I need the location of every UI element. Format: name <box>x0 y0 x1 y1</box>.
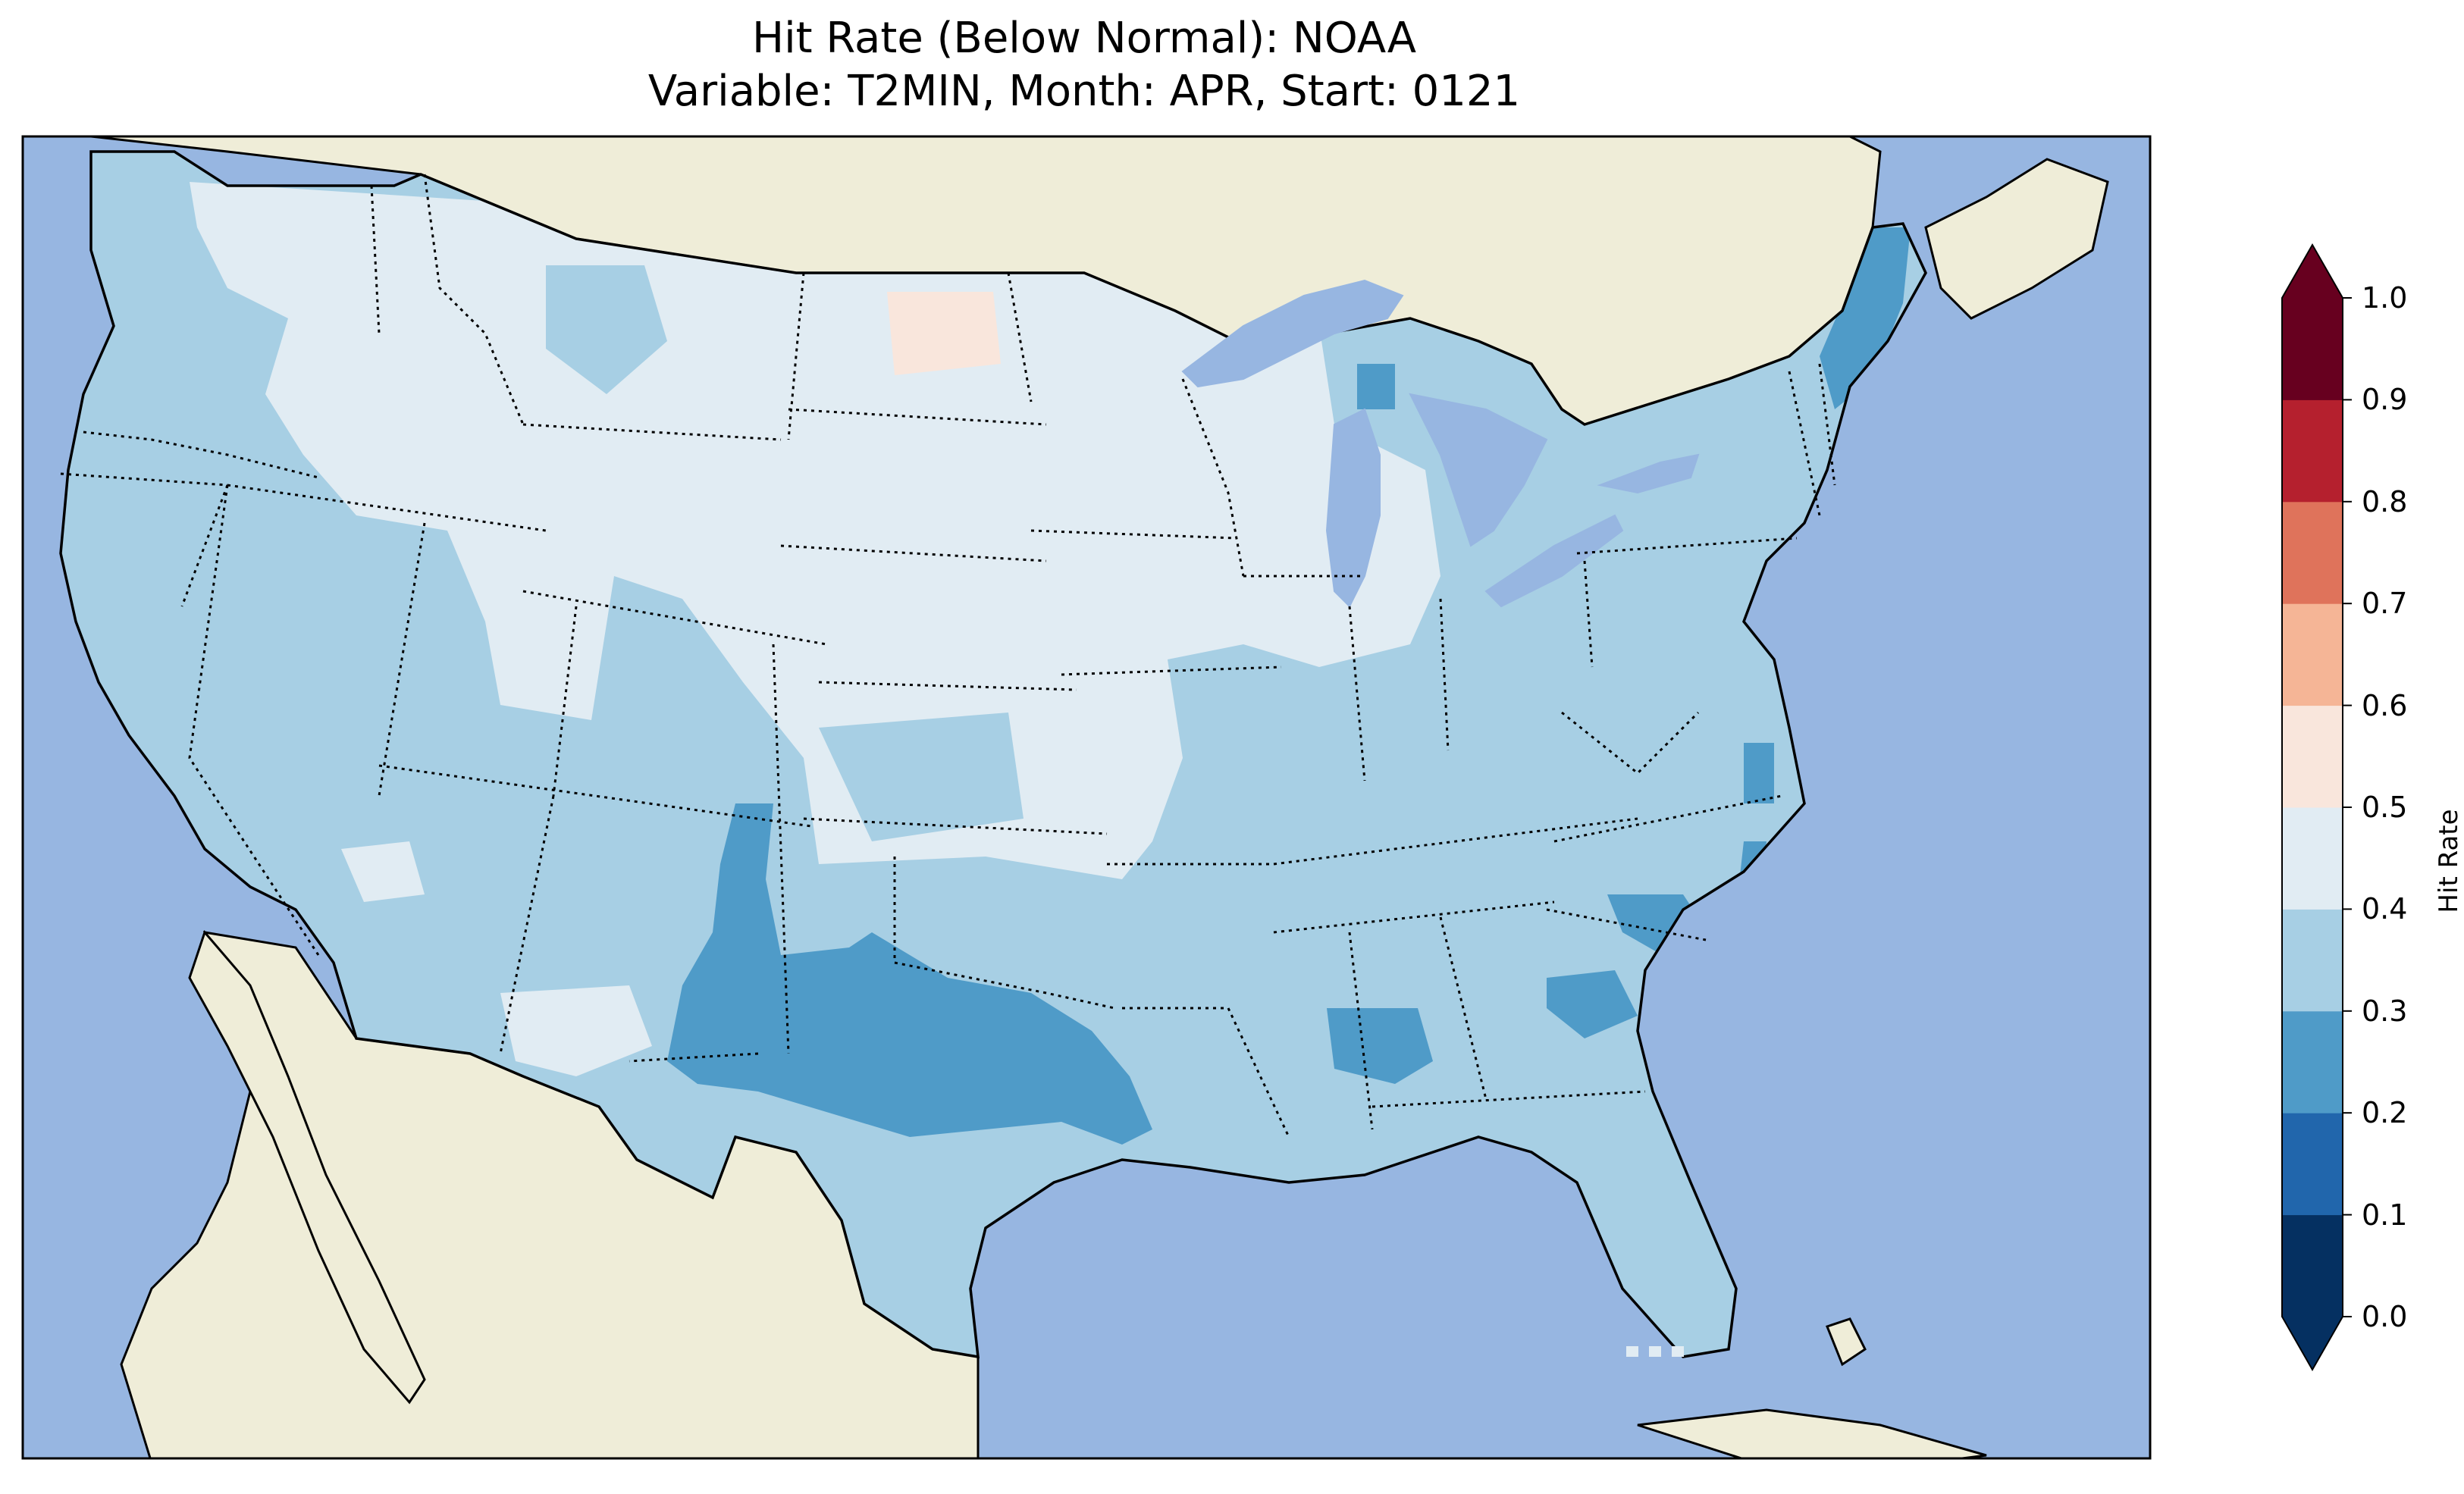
colorbar <box>2281 243 2352 1372</box>
border-or-nv <box>180 484 229 607</box>
cuba-land <box>1637 1408 1987 1458</box>
maritime-land <box>1924 158 2109 320</box>
colorbar-bin <box>2282 501 2343 604</box>
colorbar-bin <box>2282 1214 2343 1317</box>
bahamas-island <box>1826 1317 1867 1367</box>
border-ok-tx <box>893 857 1115 1010</box>
border-vt-nh <box>1818 363 1836 486</box>
border-co-nm <box>772 644 790 1054</box>
colorbar-tick-label: 0.8 <box>2362 484 2408 518</box>
lake-superior <box>1181 279 1404 388</box>
key-dot <box>1626 1346 1638 1357</box>
border-id-mt <box>423 174 525 425</box>
map-title: Hit Rate (Below Normal): NOAA <box>751 14 1417 63</box>
border-ny-vt <box>1788 371 1821 516</box>
colorbar-bin <box>2282 705 2343 808</box>
colorbar-tick-label: 0.3 <box>2362 994 2408 1028</box>
field-region-michigan <box>1357 364 1395 409</box>
border-wv-va <box>1561 711 1700 775</box>
lake-michigan <box>1325 408 1381 608</box>
colorbar-tick-label: 0.7 <box>2362 587 2408 621</box>
border-ks-ok <box>803 817 1108 835</box>
border-va-nc <box>1553 794 1782 843</box>
field-region-north-central-hole <box>546 265 667 394</box>
colorbar-bin <box>2282 298 2343 400</box>
colorbar-tick-label: 0.5 <box>2362 791 2408 824</box>
field-region-nevada-spot <box>341 841 425 902</box>
border-ia-mo <box>1061 666 1282 676</box>
border-ms-la <box>1227 1007 1290 1138</box>
border-mt-nd <box>787 272 805 440</box>
field-region-north-central <box>190 182 1440 879</box>
border-nv-ut <box>378 522 426 797</box>
colorbar-bin <box>2282 807 2343 910</box>
border-wa-or <box>83 431 319 479</box>
lake-ontario <box>1597 453 1700 494</box>
field-region-alabama <box>1327 1008 1433 1084</box>
map-subtitle: Variable: T2MIN, Month: APR, Start: 0121 <box>647 67 1521 116</box>
colorbar-extend-max <box>2282 245 2343 298</box>
colorbar-extend-min <box>2282 1317 2343 1370</box>
field-region-maine <box>1820 227 1911 409</box>
lake-huron <box>1409 393 1548 547</box>
border-il-in <box>1348 606 1366 781</box>
border-in-oh <box>1439 598 1450 751</box>
border-sd-ne <box>780 544 1047 562</box>
colorbar-bin <box>2282 1113 2343 1216</box>
border-tn-al <box>1273 900 1555 934</box>
key-dot <box>1649 1346 1661 1357</box>
border-oh-pa <box>1583 560 1594 668</box>
border-mt-wy <box>522 423 782 441</box>
colorbar-bin <box>2282 399 2343 503</box>
colorbar-tick-label: 0.2 <box>2362 1096 2408 1130</box>
state-borders <box>60 174 1836 1138</box>
colorbar-tick-label: 1.0 <box>2362 281 2408 315</box>
border-mn-wi <box>1181 378 1245 577</box>
border-az-nm <box>499 795 555 1054</box>
border-nd-sd <box>788 408 1047 426</box>
map-body <box>23 136 2150 1458</box>
border-ms-al <box>1348 932 1374 1130</box>
field-region-plains-hole <box>819 713 1024 841</box>
lake-erie <box>1484 514 1624 608</box>
baja-land <box>188 930 426 1405</box>
colorbar-bin <box>2282 603 2343 706</box>
map-frame <box>21 135 2152 1460</box>
border-ut-co <box>552 606 578 797</box>
field-region-north-dakota <box>887 292 1001 375</box>
border-ga-fl <box>1372 1090 1646 1108</box>
great-lakes <box>1181 279 1700 608</box>
colorbar-label: Hit Rate <box>2434 809 2464 913</box>
border-wa-id <box>370 185 381 334</box>
border-pa-ny <box>1576 537 1798 555</box>
border-al-ga <box>1439 916 1487 1100</box>
colorbar-bin <box>2282 909 2343 1012</box>
florida-keys <box>1626 1346 1684 1357</box>
colorbar-tick-label: 0.6 <box>2362 688 2408 722</box>
key-dot <box>1672 1346 1684 1357</box>
field-region-virginia-coast <box>1744 743 1774 803</box>
colorbar-tick-label: 0.9 <box>2362 383 2408 417</box>
field-region-georgia <box>1547 970 1638 1038</box>
colorbar-bin <box>2282 1010 2343 1113</box>
field-region-southern-plains <box>667 803 1152 1145</box>
colorbar-tick-label: 0.4 <box>2362 892 2408 926</box>
border-tx-nm <box>629 1052 759 1063</box>
field-region-southwest <box>500 985 652 1076</box>
border-ne-ks <box>818 681 1077 691</box>
border-ca-nv <box>188 484 320 956</box>
border-nd-mn <box>1007 272 1033 402</box>
colorbar-tick-label: 0.0 <box>2362 1300 2408 1333</box>
us-coastline <box>59 150 1927 1359</box>
border-ky-tn <box>1273 817 1638 866</box>
border-wy-co <box>522 590 827 646</box>
border-id-ut <box>227 484 547 532</box>
colorbar-tick-label: 0.1 <box>2362 1198 2408 1232</box>
border-or-ca <box>60 472 228 487</box>
